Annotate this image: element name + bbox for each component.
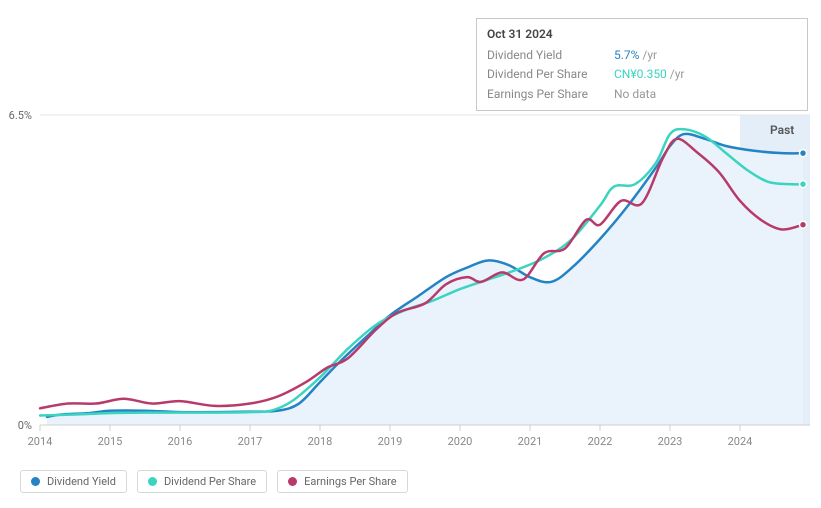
x-tick: 2024 [728, 435, 753, 448]
x-tick: 2022 [588, 435, 613, 448]
y-label: 0% [18, 419, 32, 432]
legend-item[interactable]: Dividend Per Share [137, 470, 267, 493]
x-tick: 2018 [308, 435, 333, 448]
tooltip-row-label: Dividend Yield [487, 46, 594, 65]
legend-item[interactable]: Dividend Yield [20, 470, 127, 493]
tooltip-row-label: Earnings Per Share [487, 85, 594, 104]
past-period-label: Past [770, 123, 794, 137]
legend-swatch [148, 477, 157, 486]
x-tick: 2017 [238, 435, 263, 448]
dividend-chart: 2014 2015 2016 2017 2018 2019 2020 2021 2022 2023… [0, 0, 821, 508]
x-tick: 2016 [168, 435, 193, 448]
legend-label: Dividend Yield [47, 475, 116, 488]
tooltip-table: Dividend Yield5.7% /yrDividend Per Share… [487, 46, 690, 104]
end-dot-earnings_per_share [800, 221, 807, 228]
legend-label: Dividend Per Share [164, 475, 256, 488]
tooltip-date: Oct 31 2024 [487, 25, 797, 44]
x-tick: 2023 [658, 435, 683, 448]
legend-label: Earnings Per Share [304, 475, 397, 488]
legend-item[interactable]: Earnings Per Share [277, 470, 408, 493]
y-label: 6.5% [9, 109, 32, 122]
x-tick: 2014 [28, 435, 53, 448]
x-tick: 2020 [448, 435, 473, 448]
tooltip-row-value: CN¥0.350 /yr [594, 65, 691, 84]
end-dot-dividend_yield [800, 150, 807, 157]
tooltip-row: Dividend Yield5.7% /yr [487, 46, 690, 65]
tooltip-row: Dividend Per ShareCN¥0.350 /yr [487, 65, 690, 84]
chart-legend: Dividend Yield Dividend Per Share Earnings… [20, 470, 408, 493]
tooltip-row-value: 5.7% /yr [594, 46, 691, 65]
legend-swatch [31, 477, 40, 486]
tooltip-row-label: Dividend Per Share [487, 65, 594, 84]
tooltip-row: Earnings Per ShareNo data [487, 85, 690, 104]
end-dot-dividend_per_share [800, 181, 807, 188]
x-tick: 2019 [378, 435, 403, 448]
x-tick: 2021 [518, 435, 543, 448]
legend-swatch [288, 477, 297, 486]
tooltip-row-value: No data [594, 85, 691, 104]
hover-tooltip: Oct 31 2024 Dividend Yield5.7% /yrDivide… [476, 18, 808, 111]
x-tick: 2015 [98, 435, 123, 448]
